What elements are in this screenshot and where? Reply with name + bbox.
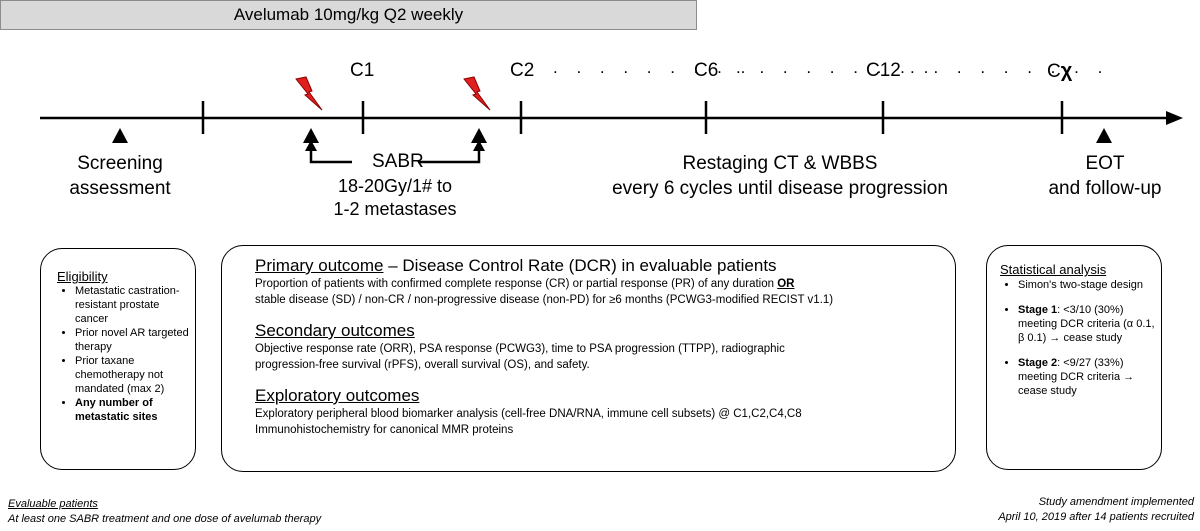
avelumab-banner: Avelumab 10mg/kg Q2 weekly [0, 0, 697, 30]
eligibility-box: Eligibility Metastatic castration-resist… [40, 248, 196, 470]
footer-left: Evaluable patients At least one SABR tre… [8, 498, 322, 525]
secondary-outcome-heading: Secondary outcomes [255, 321, 415, 340]
restaging-label: Restaging CT & WBBS every 6 cycles until … [612, 153, 948, 199]
screening-triangle [112, 128, 128, 143]
dots-c2-c6: . . . . . . . . . [553, 58, 753, 77]
stats-box: Statistical analysis Simon's two-stage d… [986, 245, 1162, 470]
outcomes-box: Primary outcome – Disease Control Rate (… [221, 245, 956, 472]
sabr-triangle-1 [303, 128, 319, 143]
cycle-c12: C12 [866, 60, 901, 81]
exploratory-outcome-heading: Exploratory outcomes [255, 386, 420, 405]
dots-c12-cx: . . . . . . . . . [910, 58, 1110, 77]
list-item: Prior taxane chemotherapy not mandated (… [75, 354, 189, 396]
lightning-icon-2 [463, 76, 491, 111]
list-item: Any number of metastatic sites [75, 396, 189, 424]
sabr-dose-label: 18-20Gy/1# to 1-2 metastases [333, 176, 457, 219]
cycle-c2: C2 [510, 60, 535, 81]
list-item: Metastatic castration-resistant prostate… [75, 284, 189, 326]
eot-triangle [1096, 128, 1112, 143]
stats-title: Statistical analysis [1000, 262, 1107, 277]
list-item: Stage 2: <9/27 (33%) meeting DCR criteri… [1018, 356, 1155, 398]
eot-label: EOT and follow-up [1048, 153, 1162, 199]
primary-outcome-text: Proportion of patients with confirmed co… [255, 278, 834, 306]
list-item: Simon's two-stage design [1018, 278, 1155, 292]
sabr-triangle-2 [471, 128, 487, 143]
sabr-right-bracket [418, 150, 481, 164]
exploratory-outcome-text: Exploratory peripheral blood biomarker a… [255, 408, 802, 436]
sabr-left-bracket [309, 146, 352, 164]
footer-right: Study amendment implemented April 10, 20… [998, 496, 1194, 523]
stats-list: Simon's two-stage design Stage 1: <3/10 … [1000, 278, 1155, 398]
cycle-c6: C6 [694, 60, 719, 81]
secondary-outcome-text: Objective response rate (ORR), PSA respo… [255, 343, 785, 371]
cycle-cx: Cχ [1047, 60, 1073, 82]
timeline-arrowhead [1166, 111, 1183, 125]
lightning-icon-1 [295, 76, 323, 111]
cycle-c1: C1 [350, 60, 375, 81]
eligibility-title: Eligibility [57, 269, 108, 284]
sabr-label: SABR [372, 151, 424, 172]
dots-c6-c12: . . . . . . . . . [736, 58, 936, 77]
eligibility-list: Metastatic castration-resistant prostate… [57, 284, 189, 424]
screening-label: Screening assessment [69, 153, 171, 199]
primary-outcome-heading: Primary outcome – Disease Control Rate (… [255, 256, 777, 275]
list-item: Stage 1: <3/10 (30%) meeting DCR criteri… [1018, 303, 1155, 345]
list-item: Prior novel AR targeted therapy [75, 326, 189, 354]
